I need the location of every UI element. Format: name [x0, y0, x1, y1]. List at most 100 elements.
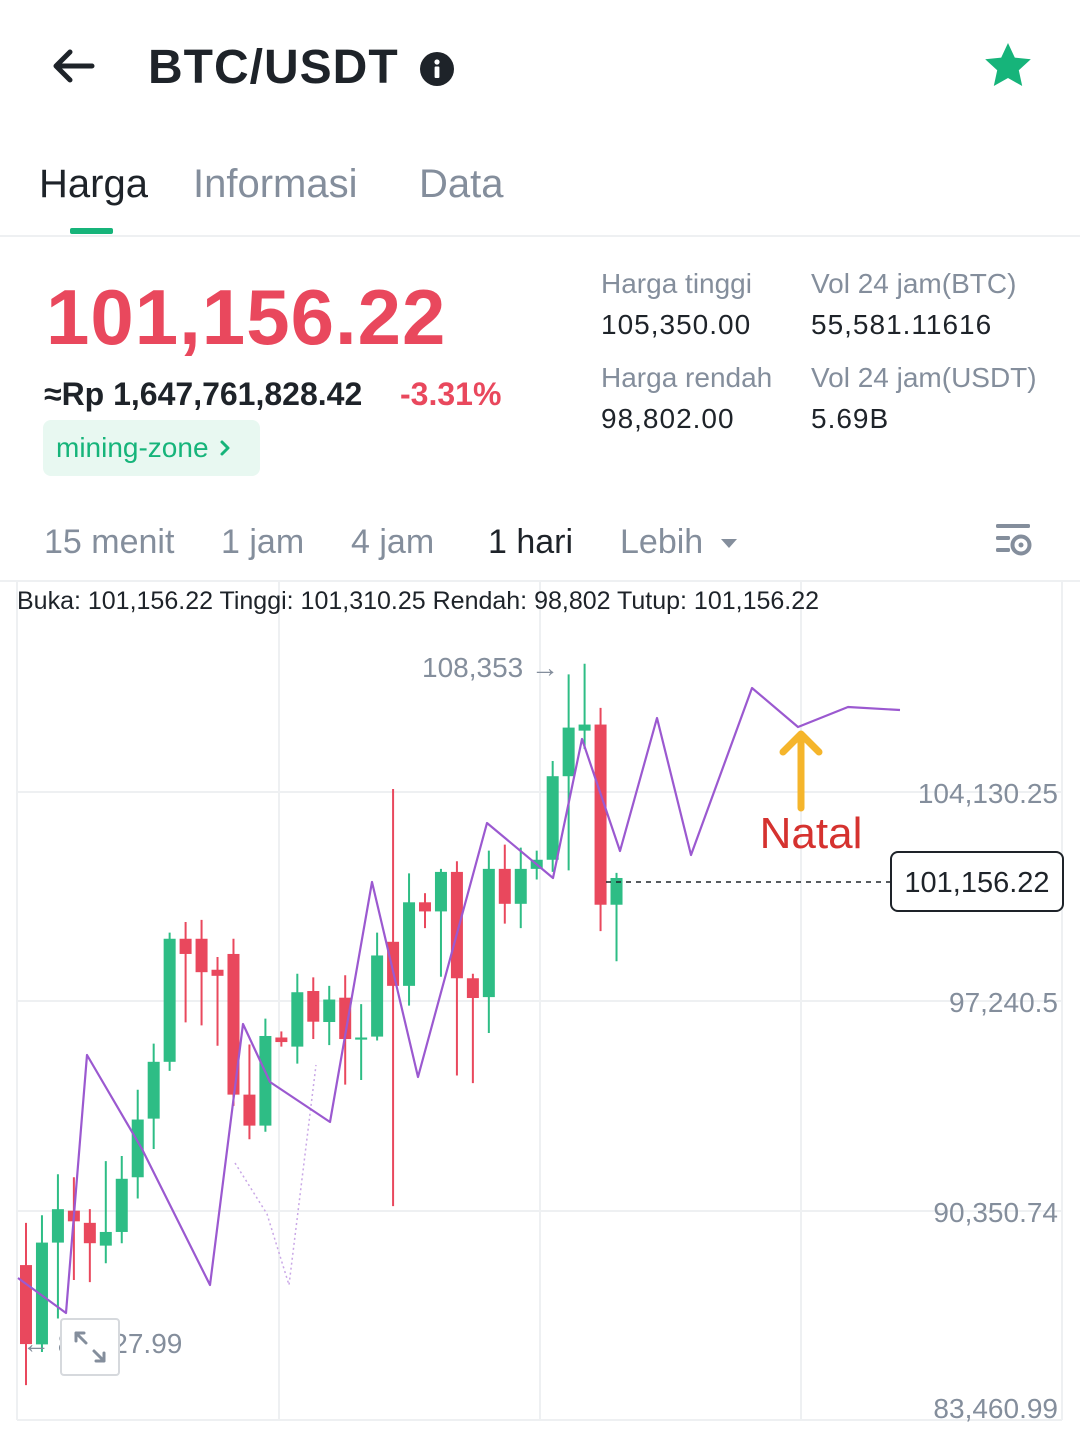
low-label: Harga rendah — [601, 362, 773, 393]
candle — [259, 1018, 272, 1132]
favorite-button[interactable] — [982, 40, 1034, 92]
vol-btc-label: Vol 24 jam(BTC) — [811, 268, 1017, 299]
candle — [323, 985, 336, 1046]
high-value: 105,350.00 — [601, 309, 752, 340]
mining-zone-tag[interactable]: mining-zone — [43, 420, 260, 476]
timeframe-more-label: Lebih — [620, 523, 704, 561]
candle-body — [498, 868, 511, 904]
candle — [610, 872, 623, 962]
candle — [594, 707, 607, 932]
candle-body — [339, 997, 352, 1040]
candle — [275, 1031, 288, 1047]
vol-btc-value: 55,581.11616 — [811, 309, 993, 340]
candle-body — [227, 953, 240, 1095]
tab-data[interactable]: Data — [419, 162, 504, 206]
candle — [99, 1161, 112, 1264]
candle — [371, 932, 384, 1041]
candle — [51, 1174, 64, 1319]
timeframe-4h[interactable]: 4 jam — [351, 523, 435, 561]
candle — [450, 861, 463, 1076]
tab-harga[interactable]: Harga — [39, 162, 148, 206]
candle — [419, 893, 431, 929]
candle — [578, 663, 591, 749]
candle — [514, 847, 527, 929]
candle — [403, 873, 416, 1006]
candle — [211, 956, 224, 1046]
info-icon — [420, 52, 454, 86]
candle-body — [514, 868, 527, 904]
candle — [482, 850, 495, 1033]
timeframe-15m[interactable]: 15 menit — [44, 523, 175, 561]
candle-body — [115, 1178, 128, 1232]
candle — [35, 1215, 48, 1352]
candle — [243, 1044, 256, 1140]
expand-chart-button[interactable] — [60, 1318, 120, 1376]
drawn-line-faint — [234, 1064, 317, 1286]
candle-body — [482, 868, 495, 998]
candle-body — [546, 776, 559, 860]
y-tick-label: 104,130.25 — [918, 778, 1058, 809]
candle-body — [35, 1242, 48, 1345]
candle — [115, 1155, 128, 1244]
candle-body — [99, 1231, 112, 1246]
candle — [355, 1004, 368, 1081]
max-price-label: 108,353 → — [422, 652, 559, 683]
candle-body — [419, 902, 431, 912]
candle-body — [355, 1037, 368, 1040]
candle-body — [466, 978, 479, 999]
candle-body — [323, 999, 336, 1023]
candle-body — [163, 938, 176, 1062]
chevron-right-icon — [220, 440, 230, 456]
info-button[interactable] — [420, 52, 454, 86]
timeframe-1d[interactable]: 1 hari — [488, 523, 574, 561]
high-label: Harga tinggi — [601, 268, 752, 299]
tag-label: mining-zone — [56, 432, 209, 463]
y-tick-label: 83,460.99 — [933, 1393, 1058, 1424]
candle — [163, 932, 176, 1071]
drawn-trend-line — [17, 686, 901, 1315]
change-percent: -3.31% — [400, 376, 502, 412]
y-tick-label: 97,240.5 — [949, 987, 1058, 1018]
chart-grid — [16, 581, 1063, 1421]
last-price: 101,156.22 — [46, 273, 447, 361]
low-value: 98,802.00 — [601, 403, 735, 434]
chart-settings-button[interactable] — [994, 520, 1034, 560]
candle — [387, 788, 400, 1207]
back-button[interactable] — [44, 38, 100, 94]
chart-settings-icon — [996, 524, 1032, 556]
candle-body — [578, 724, 591, 731]
timeframe-1h[interactable]: 1 jam — [221, 523, 305, 561]
candle — [498, 844, 511, 924]
ohlc-readout: Buka: 101,156.22 Tinggi: 101,310.25 Rend… — [17, 587, 820, 615]
candle-body — [291, 992, 304, 1047]
current-price-label: 101,156.22 — [904, 867, 1049, 899]
tab-informasi[interactable]: Informasi — [193, 162, 358, 206]
caret-down-icon — [721, 538, 738, 548]
candle — [434, 868, 447, 977]
candle-body — [594, 724, 607, 905]
candle — [546, 761, 559, 872]
up-arrow-icon — [779, 730, 823, 812]
candle-body — [450, 871, 463, 979]
candlestick-chart[interactable]: 104,130.25 97,240.5 90,350.74 83,460.99 … — [0, 580, 1080, 1435]
candle-body — [179, 938, 192, 954]
candle — [466, 973, 479, 1084]
candle-body — [211, 969, 224, 976]
candle-body — [195, 938, 208, 973]
page-title: BTC/USDT — [148, 41, 399, 94]
candle-body — [51, 1209, 64, 1243]
candle-body — [562, 727, 575, 777]
candle — [307, 977, 320, 1040]
star-icon — [985, 43, 1031, 86]
candle-body — [403, 902, 416, 986]
vol-usdt-label: Vol 24 jam(USDT) — [811, 362, 1037, 393]
current-price-box — [890, 851, 1064, 912]
timeframe-more[interactable]: Lebih — [620, 523, 739, 562]
candle-body — [275, 1037, 288, 1043]
candle-body — [307, 991, 320, 1022]
annotation-natal: Natal — [760, 809, 863, 858]
vol-usdt-value: 5.69B — [811, 403, 890, 434]
candle-body — [434, 871, 447, 912]
fiat-price: ≈Rp 1,647,761,828.42 — [44, 376, 363, 412]
candle-body — [387, 941, 400, 986]
